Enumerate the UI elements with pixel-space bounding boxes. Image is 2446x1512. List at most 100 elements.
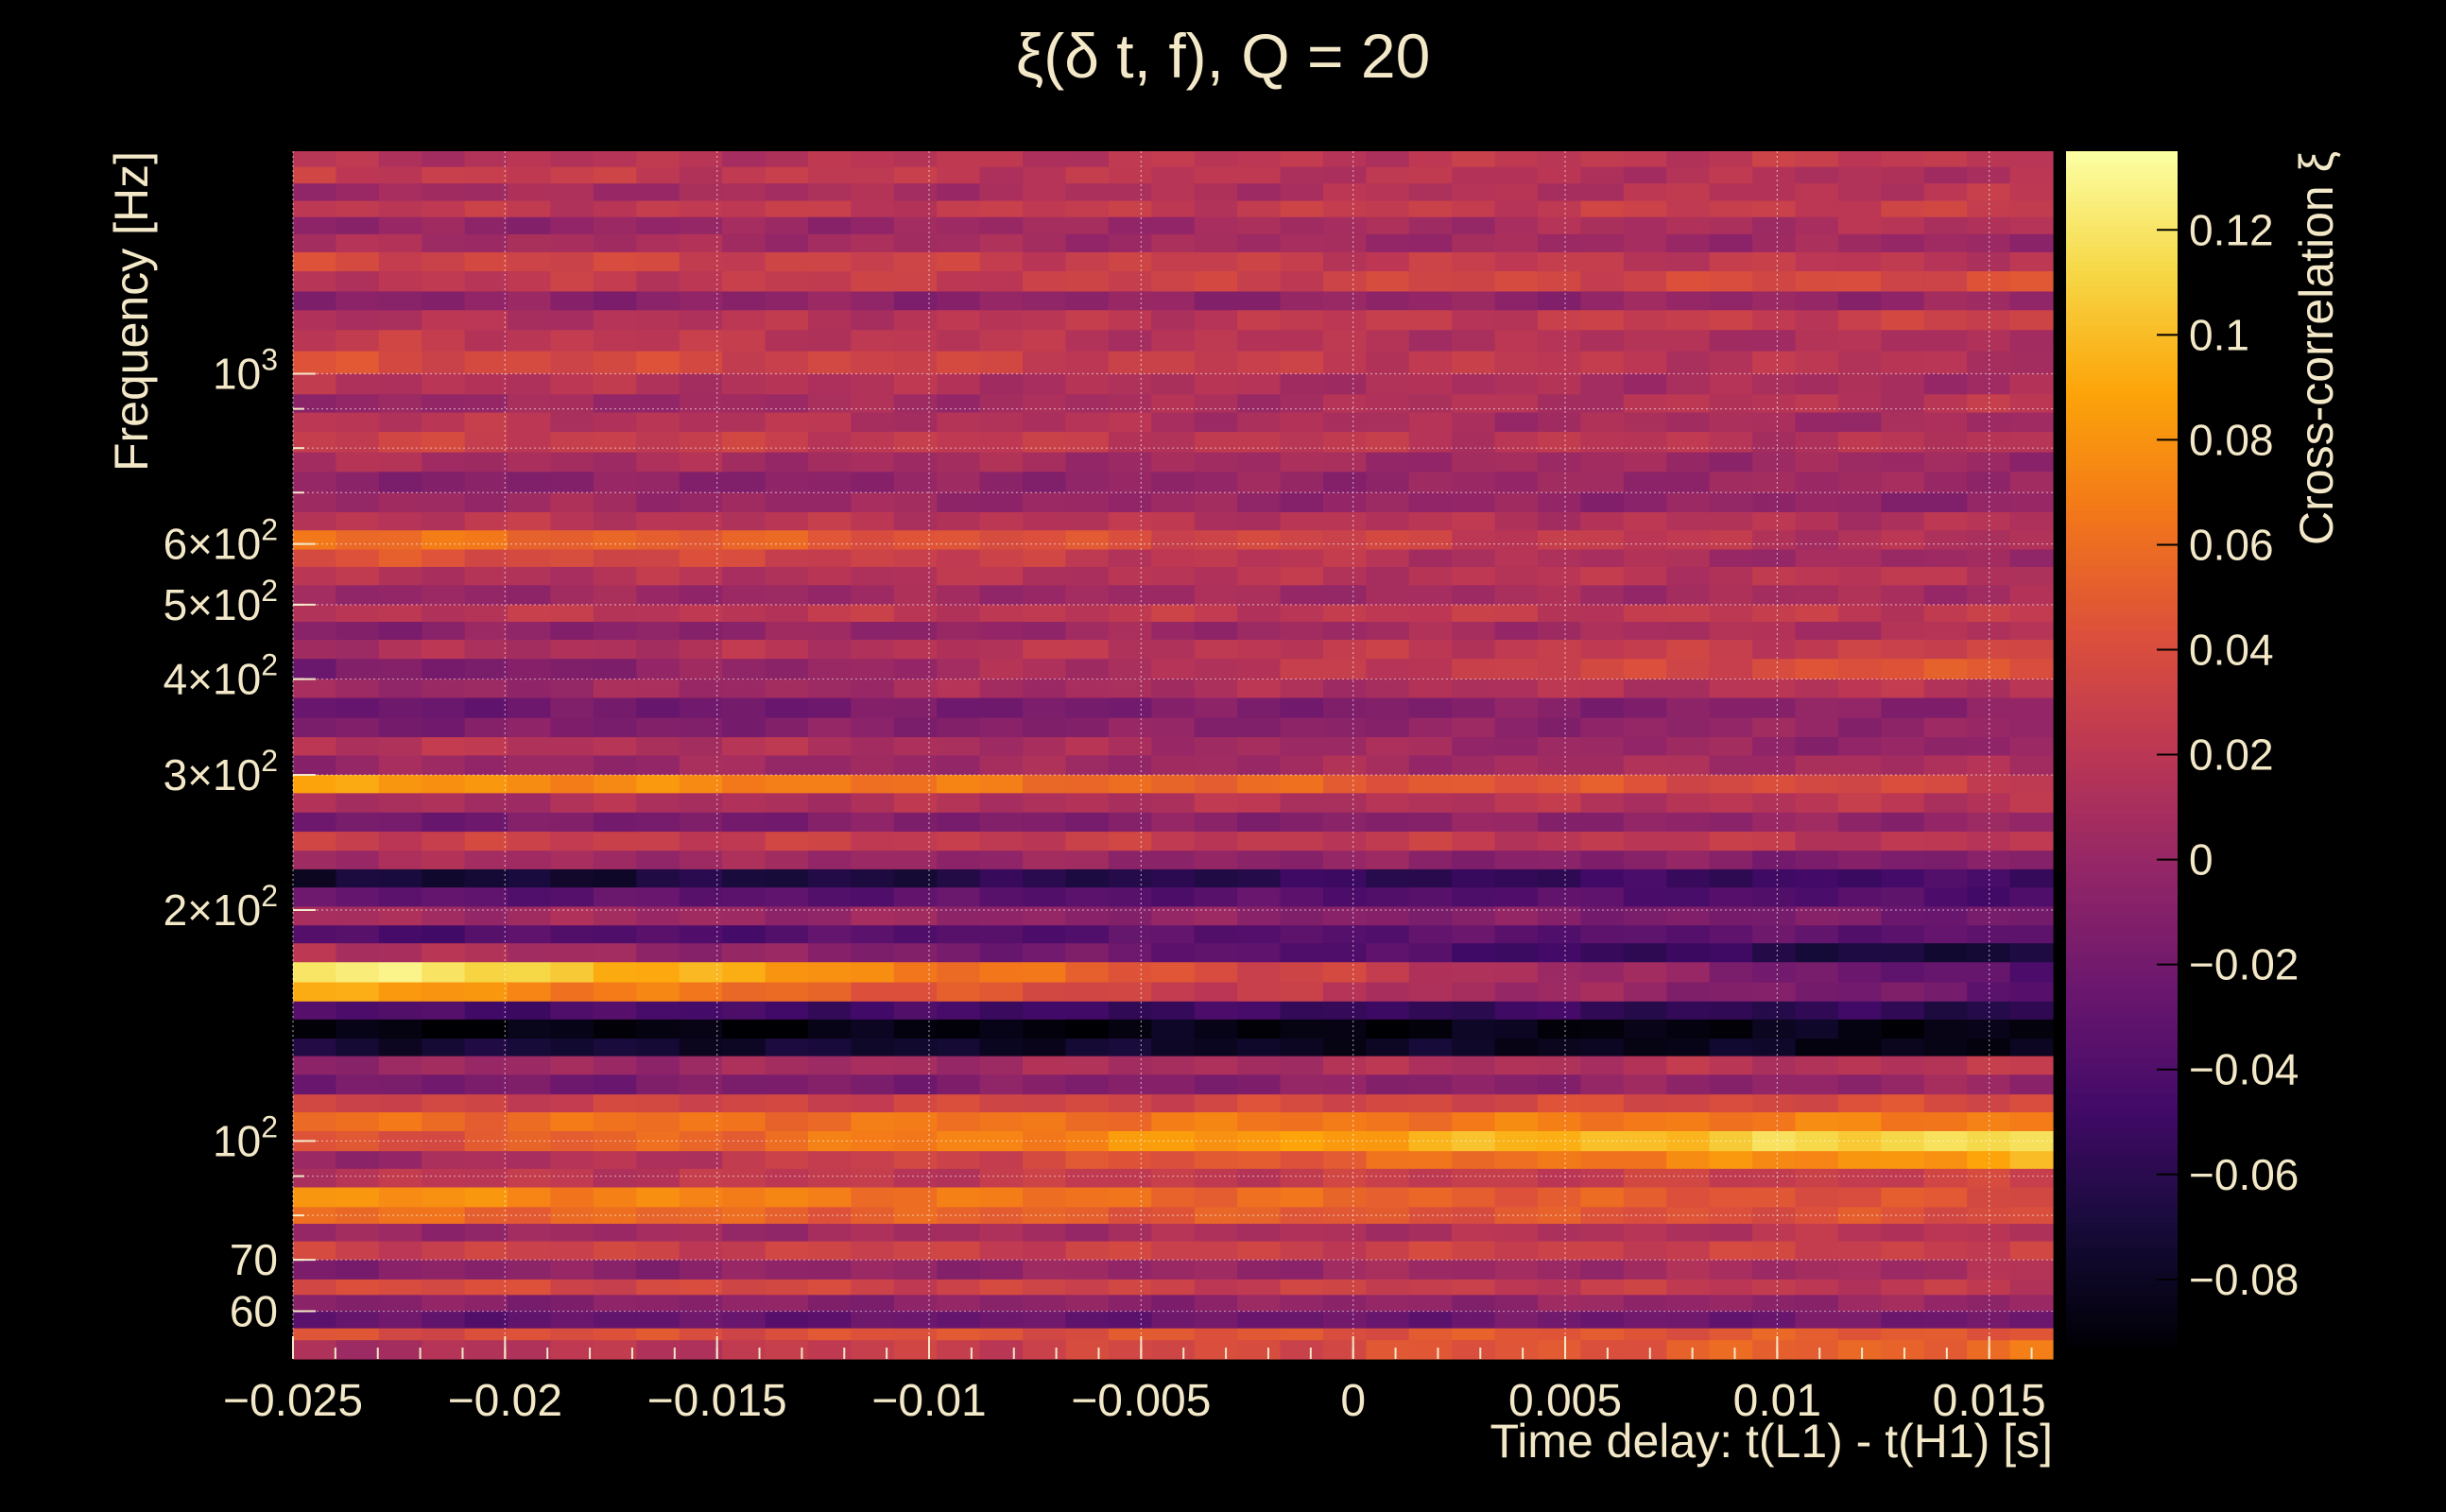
colorbar-segment <box>2066 969 2178 974</box>
heatmap-cell <box>679 832 723 851</box>
heatmap-cell <box>1666 1340 1711 1360</box>
heatmap-cell <box>1709 925 1753 944</box>
heatmap-cell <box>1538 717 1582 738</box>
heatmap-cell <box>1538 1019 1582 1040</box>
heatmap-cell <box>1837 943 1882 963</box>
heatmap-cell <box>1580 832 1625 851</box>
heatmap-cell <box>1881 492 1925 513</box>
heatmap-cell <box>1494 1340 1539 1360</box>
colorbar-segment <box>2066 949 2178 954</box>
heatmap-cell <box>1065 604 1110 623</box>
heatmap-cell <box>979 1241 1024 1261</box>
heatmap-cell <box>636 659 680 680</box>
heatmap-cell <box>422 216 466 235</box>
heatmap-cell <box>1194 621 1238 641</box>
heatmap-cell <box>1752 1260 1797 1280</box>
heatmap-cell <box>1237 216 1282 235</box>
heatmap-cell <box>1194 1074 1238 1095</box>
heatmap-cell <box>1108 659 1152 680</box>
heatmap-cell <box>851 512 895 531</box>
heatmap-cell <box>2009 549 2054 568</box>
heatmap-cell <box>1108 982 1152 1003</box>
heatmap-cell <box>679 472 723 493</box>
heatmap-cell <box>807 1260 852 1280</box>
heatmap-cell <box>1538 549 1582 568</box>
heatmap-cell <box>1452 1295 1496 1313</box>
heatmap-cell <box>979 530 1024 551</box>
heatmap-cell <box>1280 1224 1324 1243</box>
heatmap-cell <box>765 1038 809 1057</box>
heatmap-cell <box>1666 351 1711 375</box>
heatmap-cell <box>1923 697 1968 719</box>
colorbar-tick-label: 0.08 <box>2189 415 2274 464</box>
heatmap-cell <box>893 962 938 984</box>
heatmap-cell <box>550 1019 594 1040</box>
heatmap-cell <box>722 925 767 944</box>
heatmap-cell <box>464 472 508 493</box>
heatmap-cell <box>893 1151 938 1170</box>
heatmap-cell <box>1795 850 1839 870</box>
heatmap-cell <box>1280 659 1324 680</box>
heatmap-cell <box>1494 604 1539 623</box>
heatmap-cell <box>1194 640 1238 660</box>
heatmap-cell <box>1023 1094 1067 1113</box>
heatmap-cell <box>1709 737 1753 757</box>
heatmap-cell <box>422 566 466 586</box>
heatmap-cell <box>1322 1328 1367 1341</box>
heatmap-cell <box>1666 373 1711 395</box>
colorbar-segment <box>2066 156 2178 163</box>
heatmap-cell <box>1709 394 1753 414</box>
heatmap-cell <box>2009 793 2054 814</box>
heatmap-cell <box>593 351 637 375</box>
heatmap-cell <box>1923 549 1968 568</box>
heatmap-cell <box>464 1112 508 1132</box>
heatmap-cell <box>851 431 895 454</box>
heatmap-cell <box>851 775 895 794</box>
heatmap-cell <box>1151 906 1196 926</box>
heatmap-cell <box>807 251 852 272</box>
heatmap-cell <box>1837 1112 1882 1132</box>
heatmap-cell <box>636 351 680 375</box>
heatmap-cell <box>979 351 1024 375</box>
heatmap-cell <box>1452 530 1496 551</box>
heatmap-cell <box>464 151 508 168</box>
heatmap-cell <box>2009 604 2054 623</box>
heatmap-cell <box>1538 512 1582 531</box>
heatmap-cell <box>1538 530 1582 551</box>
heatmap-cell <box>679 962 723 984</box>
heatmap-cell <box>1023 151 1067 168</box>
heatmap-cell <box>1623 1295 1667 1313</box>
heatmap-cell <box>422 1001 466 1021</box>
heatmap-cell <box>937 1279 981 1296</box>
heatmap-cell <box>550 412 594 433</box>
heatmap-cell <box>1108 1112 1152 1132</box>
heatmap-cell <box>1580 717 1625 738</box>
heatmap-cell <box>1923 1168 1968 1189</box>
heatmap-cell <box>1366 566 1410 586</box>
heatmap-cell <box>636 906 680 926</box>
colorbar-tick-label: 0 <box>2189 835 2213 885</box>
heatmap-cell <box>1322 717 1367 738</box>
heatmap-cell <box>1752 1311 1797 1330</box>
heatmap-cell <box>2009 1311 2054 1330</box>
heatmap-cell <box>464 1260 508 1280</box>
heatmap-cell <box>1151 166 1196 184</box>
heatmap-cell <box>1366 679 1410 699</box>
heatmap-cell <box>293 200 337 218</box>
colorbar-segment <box>2066 240 2178 247</box>
heatmap-cell <box>979 472 1024 493</box>
heatmap-cell <box>1366 1056 1410 1075</box>
heatmap-cell <box>1580 1279 1625 1296</box>
heatmap-cell <box>593 1340 637 1360</box>
colorbar-segment <box>2066 1292 2178 1298</box>
heatmap-cell <box>636 431 680 454</box>
heatmap-cell <box>1408 1001 1453 1021</box>
heatmap-cell <box>765 697 809 719</box>
heatmap-cell <box>1151 1112 1196 1132</box>
heatmap-cell <box>1580 868 1625 888</box>
heatmap-cell <box>293 310 337 331</box>
heatmap-cell <box>1752 1151 1797 1170</box>
heatmap-cell <box>1795 183 1839 202</box>
heatmap-cell <box>1194 472 1238 493</box>
heatmap-cell <box>422 472 466 493</box>
